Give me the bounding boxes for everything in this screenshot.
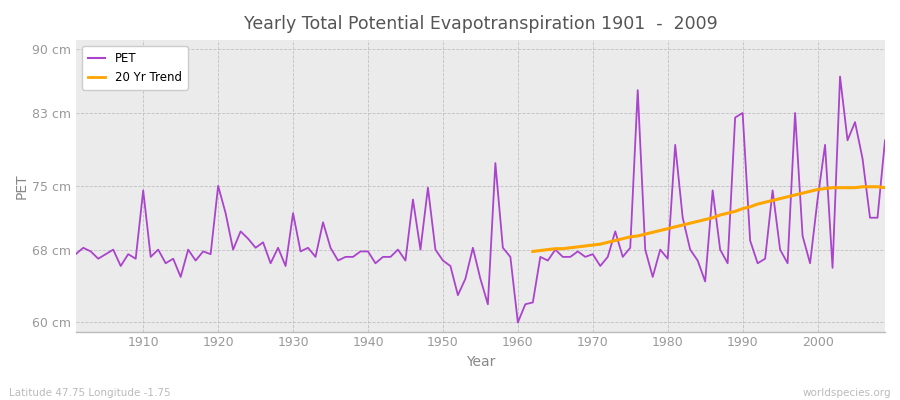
Title: Yearly Total Potential Evapotranspiration 1901  -  2009: Yearly Total Potential Evapotranspiratio… xyxy=(244,15,717,33)
Text: worldspecies.org: worldspecies.org xyxy=(803,388,891,398)
Legend: PET, 20 Yr Trend: PET, 20 Yr Trend xyxy=(82,46,187,90)
Text: Latitude 47.75 Longitude -1.75: Latitude 47.75 Longitude -1.75 xyxy=(9,388,171,398)
Y-axis label: PET: PET xyxy=(15,173,29,199)
X-axis label: Year: Year xyxy=(465,355,495,369)
